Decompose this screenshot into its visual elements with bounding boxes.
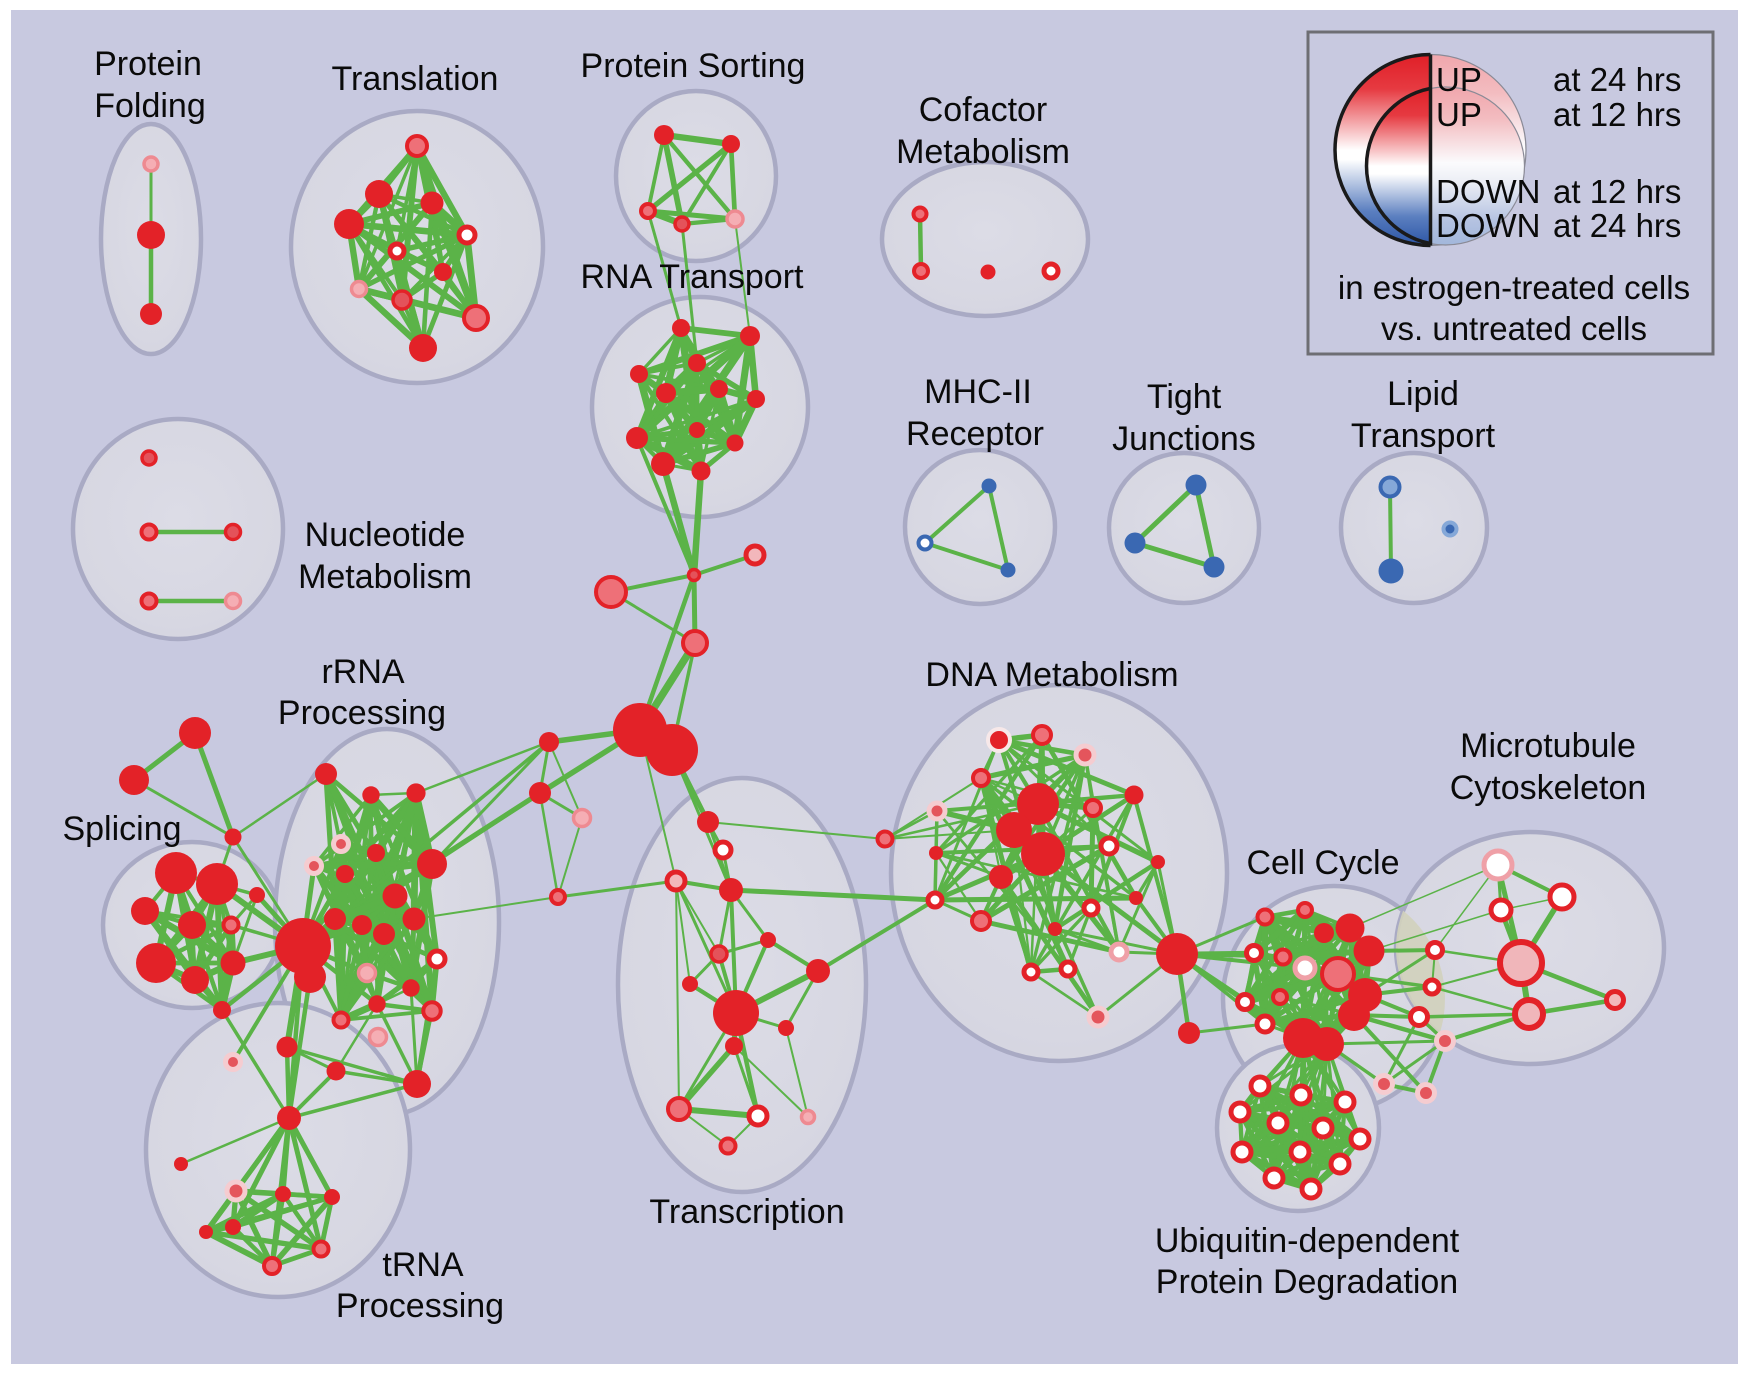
svg-text:Cell Cycle: Cell Cycle <box>1246 844 1399 882</box>
svg-text:DOWN: DOWN <box>1436 207 1540 244</box>
svg-text:rRNA: rRNA <box>321 653 404 691</box>
svg-text:Metabolism: Metabolism <box>896 133 1070 171</box>
svg-text:DOWN: DOWN <box>1436 173 1540 210</box>
svg-text:Metabolism: Metabolism <box>298 558 472 596</box>
svg-text:in estrogen-treated cells: in estrogen-treated cells <box>1338 269 1690 306</box>
svg-text:DNA Metabolism: DNA Metabolism <box>925 656 1178 694</box>
svg-text:Receptor: Receptor <box>906 415 1044 453</box>
svg-text:UP: UP <box>1436 96 1482 133</box>
svg-text:at 24 hrs: at 24 hrs <box>1553 207 1681 244</box>
svg-text:tRNA: tRNA <box>382 1246 464 1284</box>
svg-text:Transcription: Transcription <box>649 1193 844 1231</box>
svg-text:Tight: Tight <box>1147 378 1222 416</box>
svg-text:Folding: Folding <box>94 87 206 125</box>
svg-text:Ubiquitin-dependent: Ubiquitin-dependent <box>1155 1222 1460 1260</box>
svg-text:UP: UP <box>1436 61 1482 98</box>
svg-text:Junctions: Junctions <box>1112 420 1256 458</box>
svg-text:Protein: Protein <box>94 45 202 83</box>
svg-text:Lipid: Lipid <box>1387 375 1459 413</box>
svg-text:Splicing: Splicing <box>62 810 181 848</box>
svg-text:Cytoskeleton: Cytoskeleton <box>1450 769 1647 807</box>
svg-text:Transport: Transport <box>1351 417 1496 455</box>
svg-text:Translation: Translation <box>332 60 499 98</box>
svg-text:Protein Sorting: Protein Sorting <box>581 47 806 85</box>
svg-text:Processing: Processing <box>336 1287 504 1325</box>
svg-text:Protein Degradation: Protein Degradation <box>1156 1263 1458 1301</box>
svg-text:Processing: Processing <box>278 694 446 732</box>
svg-text:RNA Transport: RNA Transport <box>581 258 805 296</box>
svg-text:vs. untreated cells: vs. untreated cells <box>1381 310 1647 347</box>
svg-text:Cofactor: Cofactor <box>919 91 1048 129</box>
svg-text:MHC-II: MHC-II <box>924 373 1032 411</box>
svg-text:Microtubule: Microtubule <box>1460 727 1636 765</box>
svg-text:at 12 hrs: at 12 hrs <box>1553 173 1681 210</box>
svg-text:at 12 hrs: at 12 hrs <box>1553 96 1681 133</box>
svg-text:at 24 hrs: at 24 hrs <box>1553 61 1681 98</box>
svg-text:Nucleotide: Nucleotide <box>305 516 466 554</box>
